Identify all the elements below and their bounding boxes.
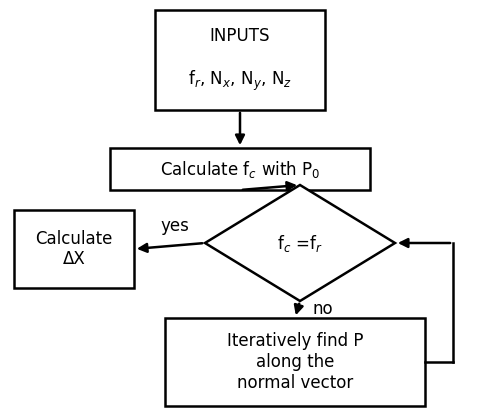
FancyBboxPatch shape [155,10,325,110]
Polygon shape [205,185,395,301]
FancyBboxPatch shape [14,210,134,288]
FancyBboxPatch shape [110,148,370,190]
Text: Calculate f$_c$ with P$_0$: Calculate f$_c$ with P$_0$ [160,158,320,179]
Text: INPUTS

f$_r$, N$_x$, N$_y$, N$_z$: INPUTS f$_r$, N$_x$, N$_y$, N$_z$ [188,27,292,93]
Text: yes: yes [160,217,189,235]
FancyBboxPatch shape [165,318,425,406]
Text: Calculate
ΔX: Calculate ΔX [36,229,113,268]
Text: Iteratively find P
along the
normal vector: Iteratively find P along the normal vect… [227,332,363,392]
Text: f$_c$ =f$_r$: f$_c$ =f$_r$ [277,232,323,253]
Text: no: no [312,301,332,319]
